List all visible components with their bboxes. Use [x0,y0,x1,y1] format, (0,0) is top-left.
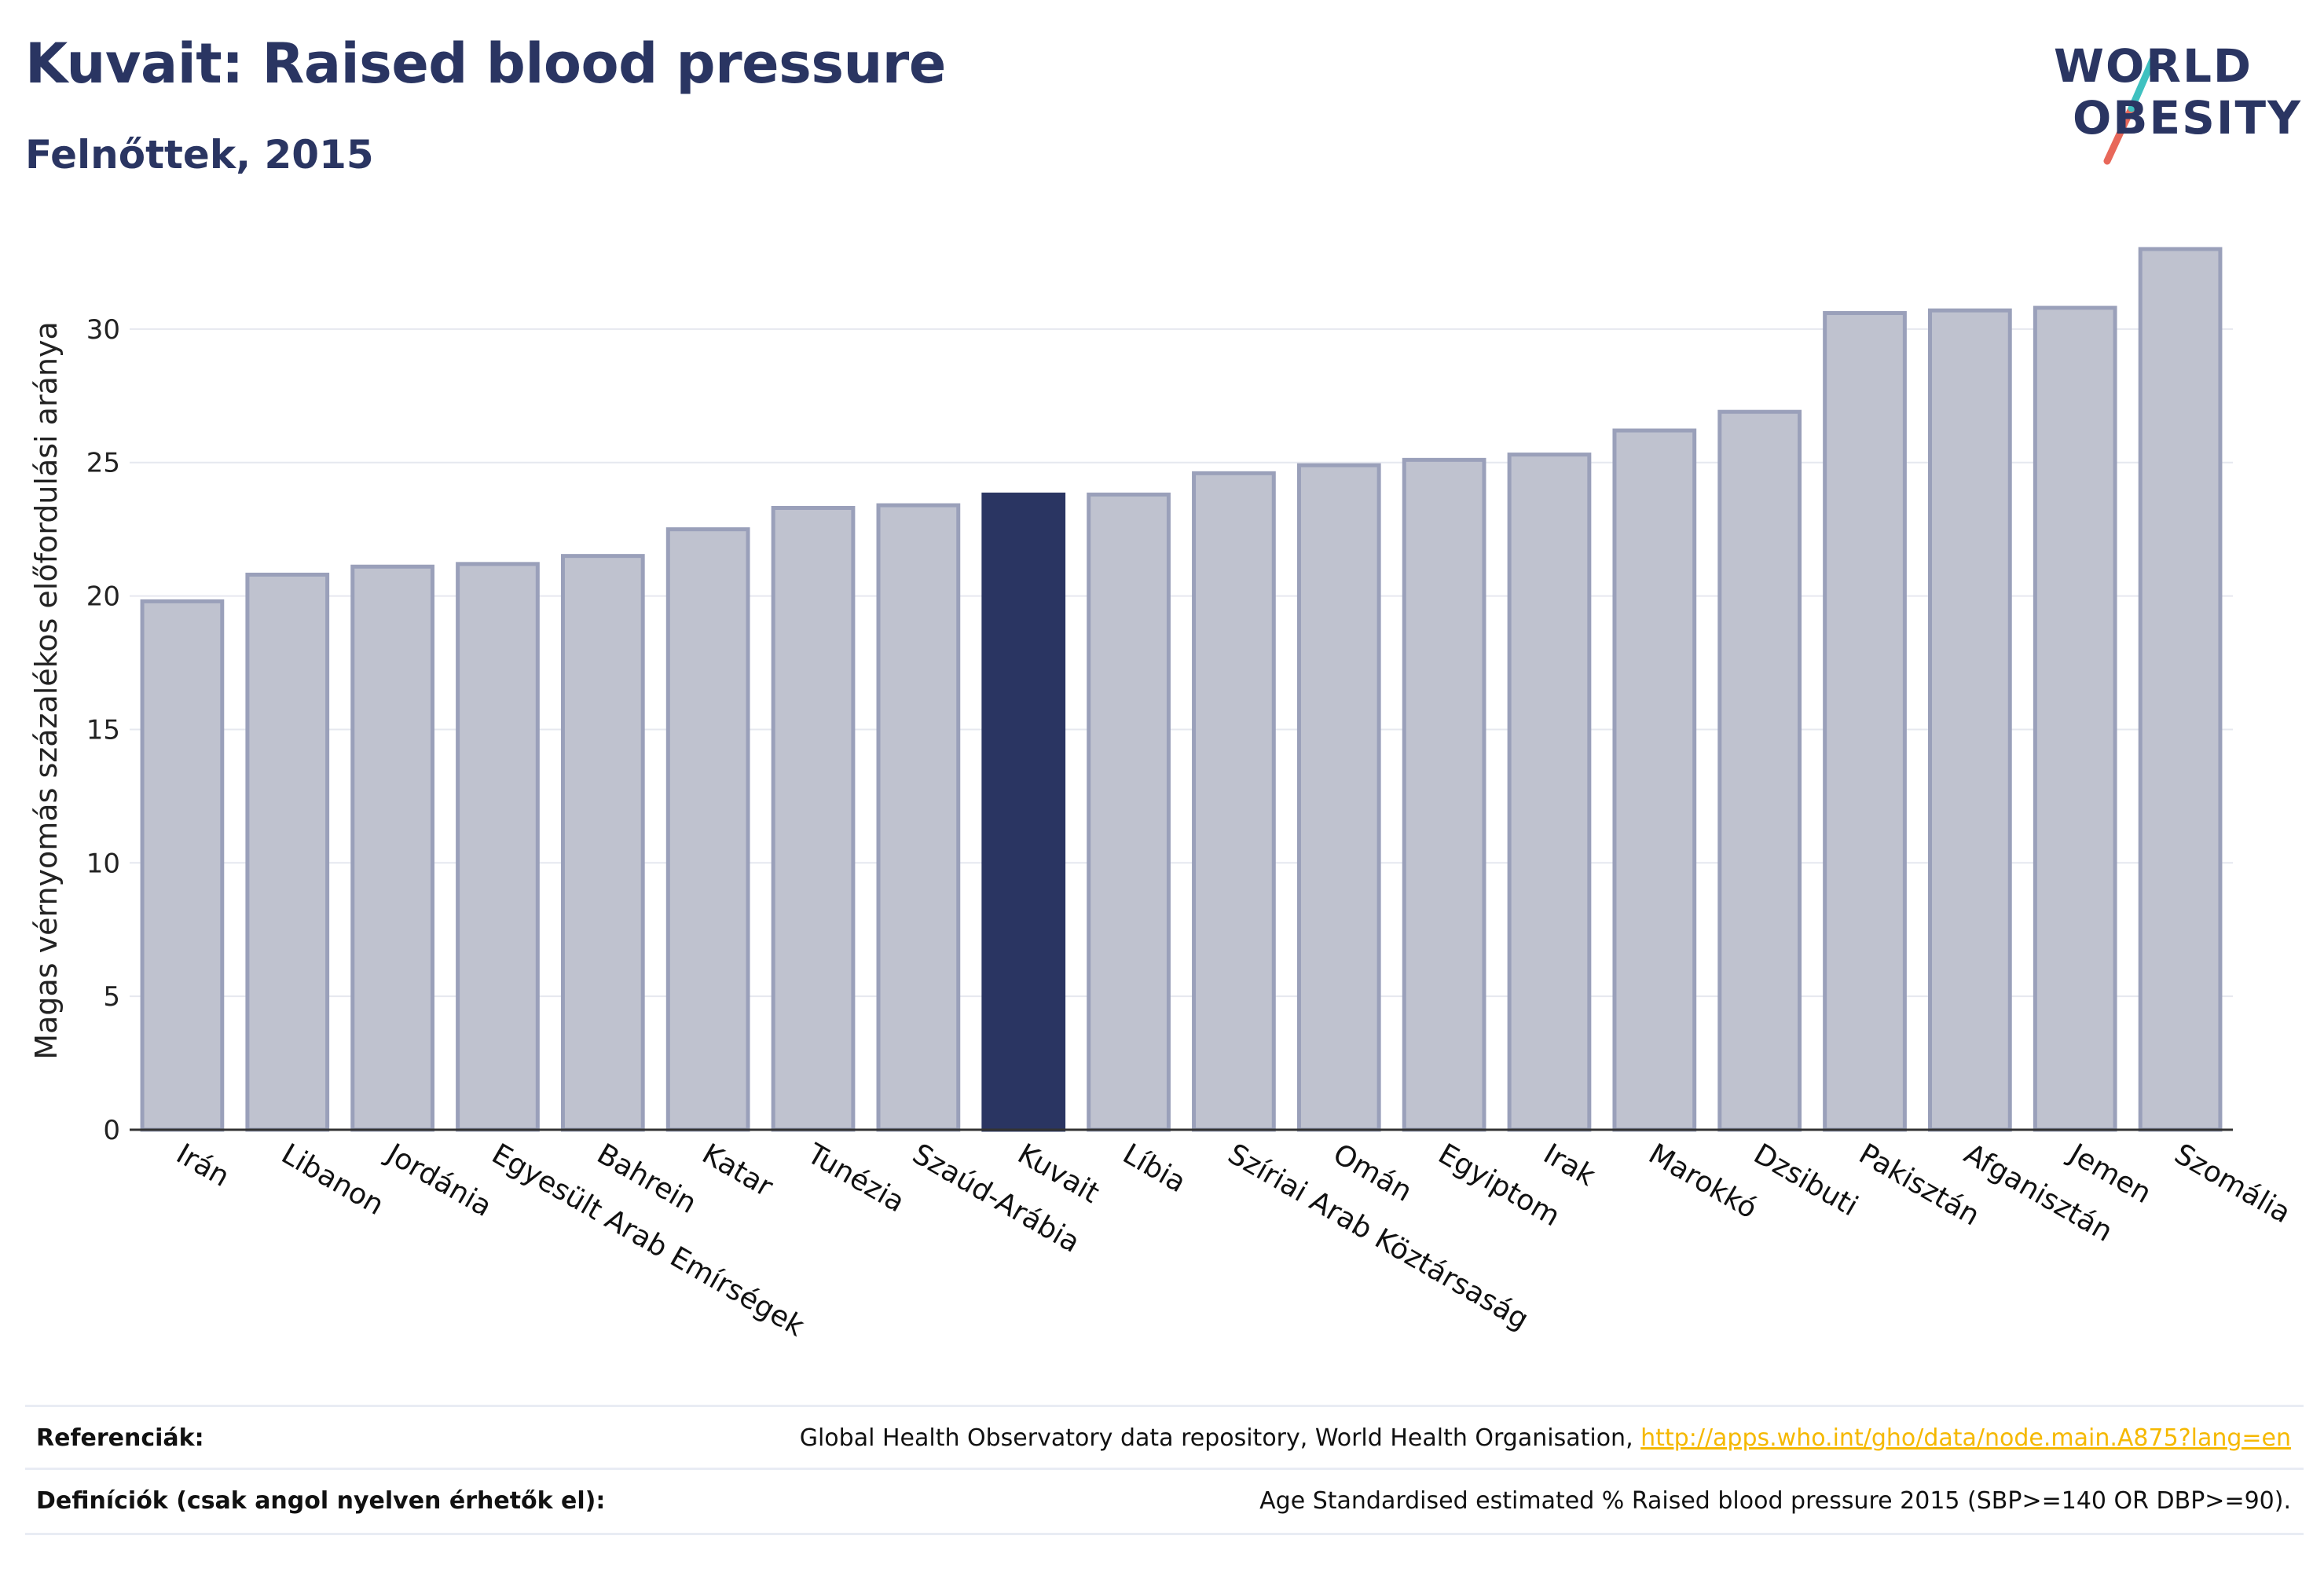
y-tick-label: 20 [86,581,120,613]
logo-text-obesity: OBESITY [2073,91,2303,145]
y-tick-label: 0 [103,1115,120,1146]
definitions-row: Definíciók (csak angol nyelven érhetők e… [25,1468,2304,1535]
bar [140,599,225,1132]
chart-title: Kuvait: Raised blood pressure [25,31,946,96]
bar [665,527,750,1132]
bar [2138,247,2223,1132]
bar [771,505,856,1132]
y-tick-label: 10 [86,848,120,879]
bar [1823,311,1907,1132]
bar [1612,428,1697,1132]
bar [1928,308,2012,1132]
bar [245,572,330,1132]
bar [1717,409,1802,1132]
x-tick-label: Dzsibuti [1748,1138,1863,1222]
x-tick-label: Szomália [2169,1138,2297,1230]
x-tick-label: Líbia [1117,1138,1191,1199]
bar [350,564,434,1132]
definitions-text: Age Standardised estimated % Raised bloo… [1259,1487,2291,1515]
references-link[interactable]: http://apps.who.int/gho/data/node.main.A… [1640,1424,2291,1452]
bar [1087,493,1171,1132]
logo-slash-icon [2103,56,2157,165]
bar-chart: 0 5 10 15 20 25 30 Magas vérnyomás százalékos e… [29,247,2297,1343]
logo-text-world: WORLD [2054,39,2253,93]
y-axis-title: Magas vérnyomás százalékos előfordulási … [29,321,64,1059]
references-value: Global Health Observatory data repositor… [800,1424,2291,1452]
definitions-label: Definíciók (csak angol nyelven érhetők e… [36,1487,606,1515]
bar-highlighted [981,493,1066,1132]
references-text: Global Health Observatory data repositor… [799,1424,1641,1452]
bar [876,503,961,1132]
chart-subtitle: Felnőttek, 2015 [25,132,374,178]
x-tick-label: Irán [170,1138,234,1193]
bar [456,562,540,1132]
x-tick-label: Libanon [276,1138,389,1222]
bar [560,554,645,1132]
bar [1296,463,1381,1132]
bar [1402,457,1486,1132]
world-obesity-logo: WORLD OBESITY [2043,24,2302,165]
references-label: Referenciák: [36,1424,204,1452]
bar [2033,306,2117,1132]
x-tick-label: Tunézia [801,1138,911,1219]
references-row: Referenciák: Global Health Observatory d… [25,1405,2304,1470]
x-tick-label: Irak [1538,1138,1600,1193]
bar [1507,453,1592,1132]
x-tick-label: Jordánia [379,1137,497,1223]
x-tick-label: Katar [697,1138,779,1204]
x-tick-label: Marokkó [1643,1138,1762,1225]
y-tick-label: 30 [86,314,120,346]
y-tick-label: 15 [86,714,120,746]
x-tick-label: Pakisztán [1853,1138,1985,1232]
y-tick-label: 25 [86,448,120,479]
bar [1192,471,1276,1132]
y-tick-label: 5 [103,981,120,1013]
